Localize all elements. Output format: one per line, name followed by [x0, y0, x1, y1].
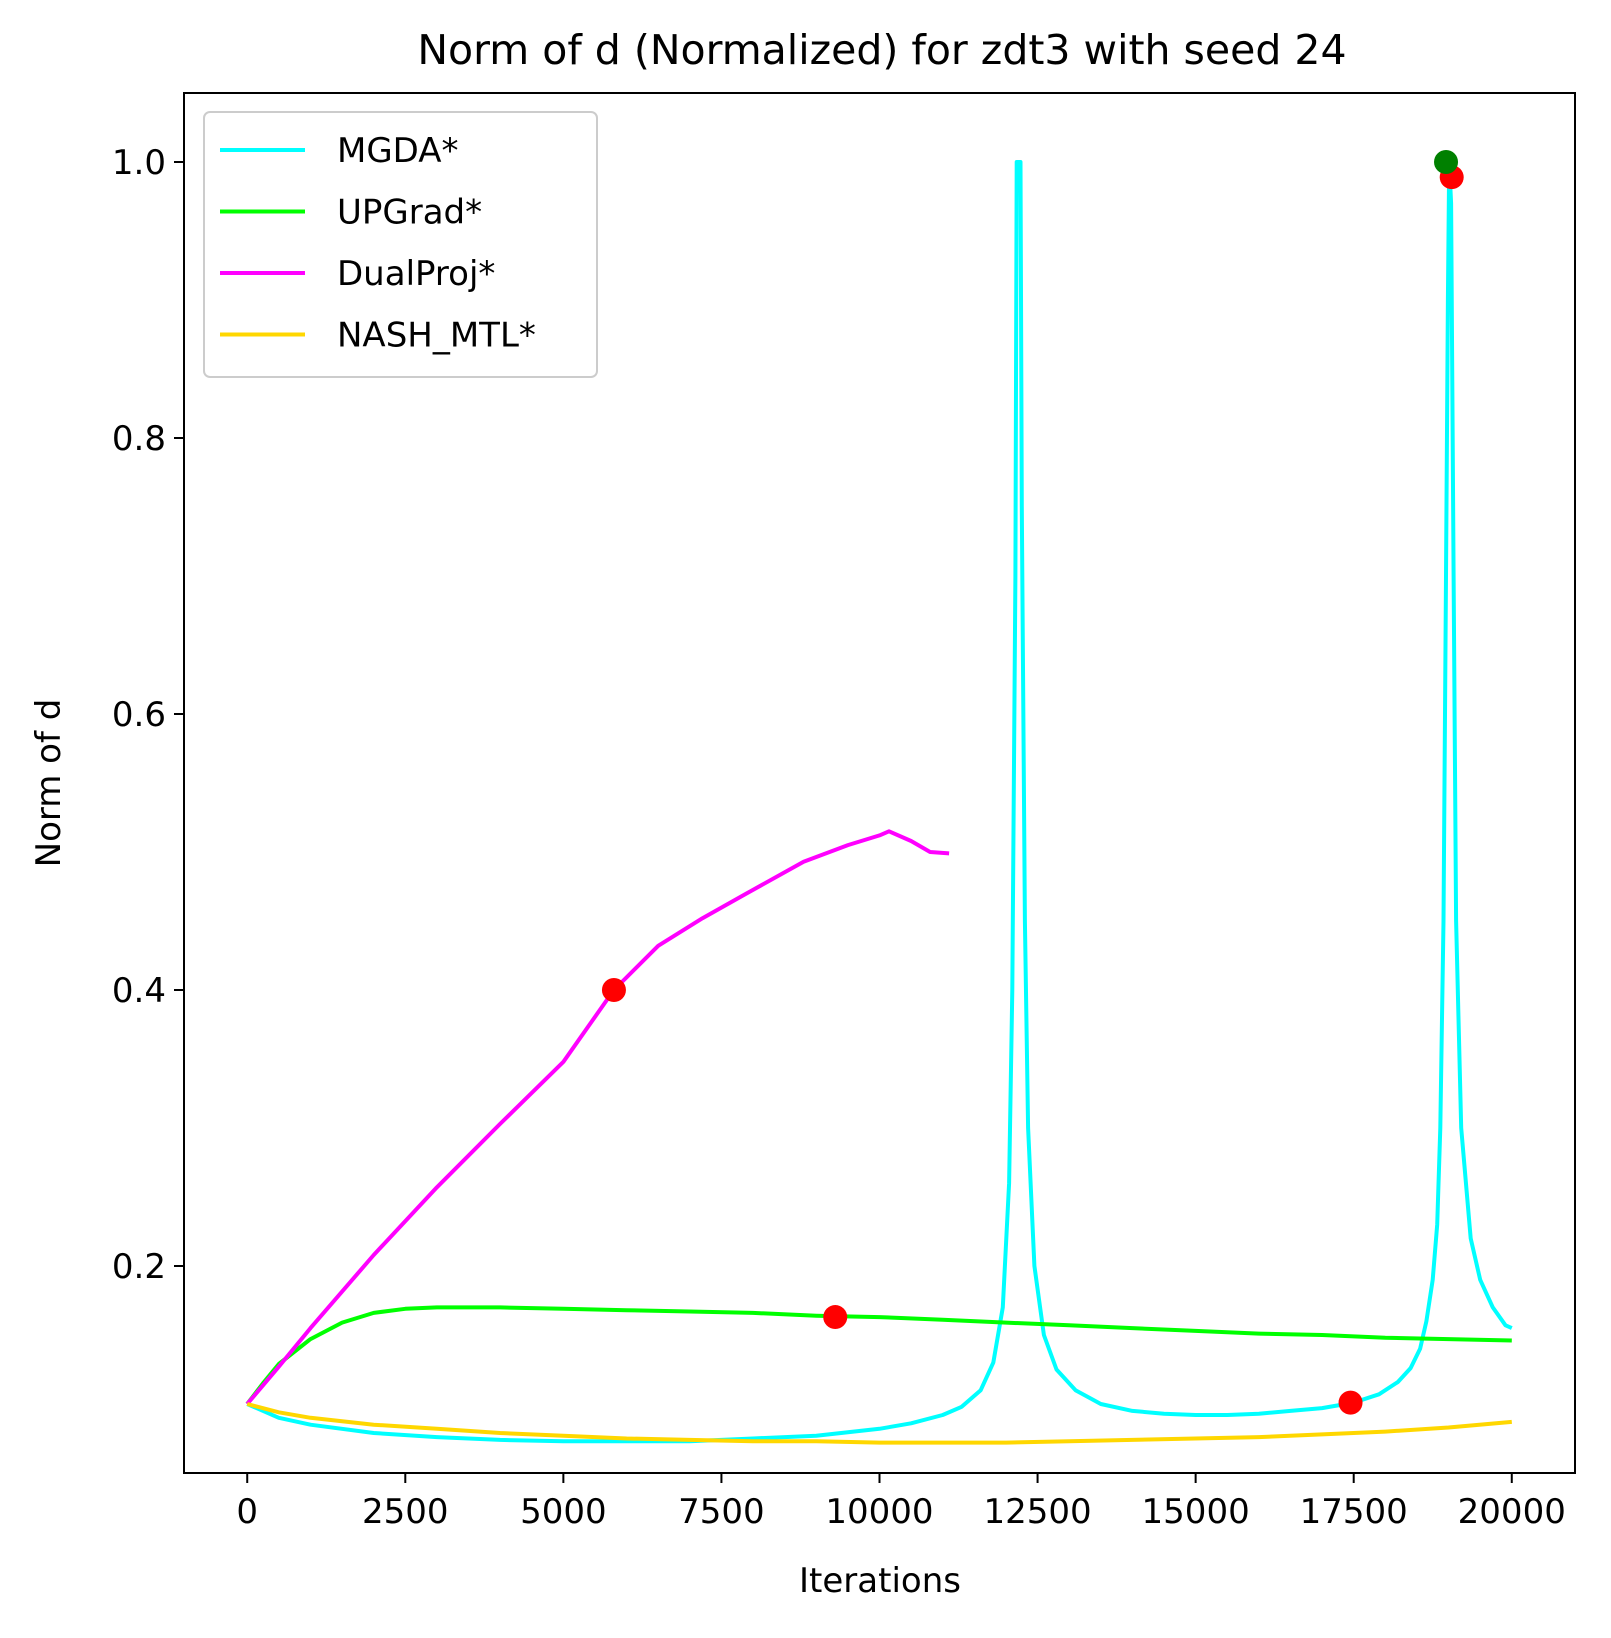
marker-point-3 — [1338, 1390, 1363, 1415]
x-tick-label: 12500 — [983, 1492, 1091, 1532]
x-tick-label: 15000 — [1142, 1492, 1250, 1532]
legend-label: UPGrad* — [337, 193, 482, 233]
x-axis-title: Iterations — [799, 1561, 961, 1601]
series-line-nash-mtl — [246, 1402, 1512, 1445]
legend-label: NASH_MTL* — [337, 316, 536, 356]
legend-label: MGDA* — [337, 131, 459, 171]
x-tick-label: 7500 — [678, 1492, 765, 1532]
x-tick-label: 10000 — [825, 1492, 933, 1532]
x-tick-label: 17500 — [1300, 1492, 1408, 1532]
chart-title: Norm of d (Normalized) for zdt3 with see… — [417, 26, 1346, 74]
y-tick-label: 0.2 — [112, 1247, 166, 1287]
y-tick-label: 0.8 — [112, 419, 166, 459]
y-tick-label: 0.4 — [112, 971, 166, 1011]
marker-point-1 — [601, 978, 626, 1002]
y-tick-label: 1.0 — [112, 143, 166, 183]
marker-point-5 — [1434, 150, 1459, 174]
series-line-mgda — [246, 160, 1513, 1444]
plot-frame — [183, 92, 1576, 1474]
series-line-dualproj — [245, 829, 950, 1406]
y-tick-label: 0.6 — [112, 695, 166, 735]
series-line-upgrad — [245, 1305, 1512, 1406]
marker-point-2 — [823, 1305, 848, 1330]
x-tick-label: 2500 — [362, 1492, 449, 1532]
x-tick-label: 20000 — [1458, 1492, 1566, 1532]
legend-label: DualProj* — [337, 254, 495, 294]
x-tick-label: 0 — [236, 1492, 258, 1532]
legend: MGDA* UPGrad* DualProj* NASH_MTL* — [203, 111, 598, 378]
y-axis-title: Norm of d — [29, 699, 69, 868]
legend-box — [203, 111, 598, 378]
x-tick-label: 5000 — [520, 1492, 607, 1532]
